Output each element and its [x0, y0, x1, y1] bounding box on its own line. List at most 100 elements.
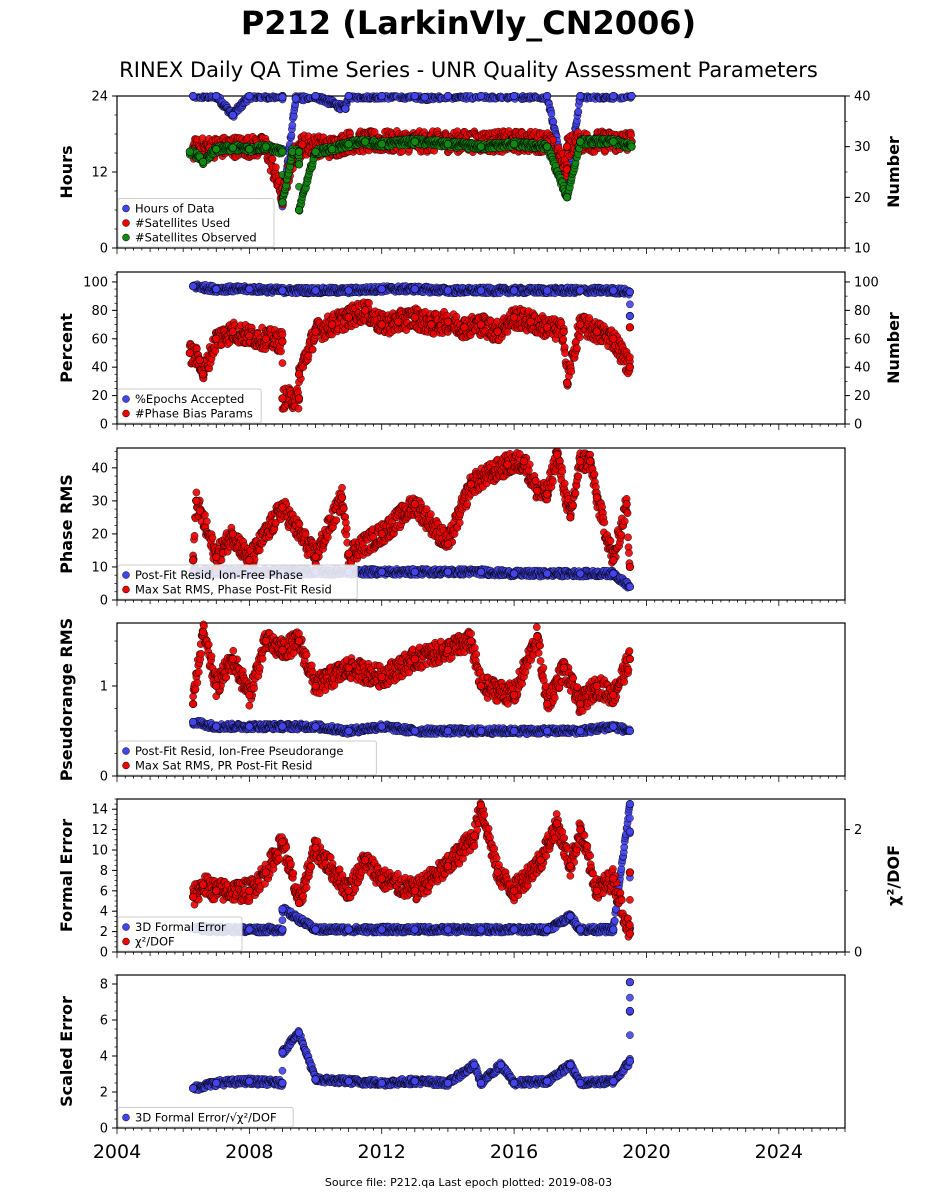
legend-label: %Epochs Accepted: [135, 392, 244, 406]
data-point: [327, 145, 337, 154]
data-point: [561, 349, 569, 357]
data-point: [228, 327, 237, 336]
data-point: [420, 93, 429, 102]
data-point: [410, 92, 419, 101]
data-point: [625, 323, 635, 332]
data-point: [576, 92, 585, 101]
y-right-tick-label: 0: [854, 418, 862, 433]
data-point: [344, 140, 353, 149]
y-right-tick-label: 40: [854, 361, 871, 376]
data-point: [261, 334, 271, 343]
data-point: [609, 286, 618, 295]
data-point: [627, 131, 635, 139]
data-point: [212, 92, 221, 101]
data-point: [304, 351, 313, 360]
data-point: [509, 92, 519, 101]
data-point: [278, 93, 287, 102]
data-point: [410, 284, 419, 294]
y-right-axis-label: Number: [884, 136, 903, 208]
data-point: [341, 104, 350, 113]
y-right-tick-label: 80: [854, 304, 871, 319]
data-point: [228, 143, 237, 152]
data-point: [476, 142, 486, 151]
legend: %Epochs Accepted#Phase Bias Params: [117, 388, 262, 424]
y-tick-label: 40: [91, 361, 108, 376]
data-point: [559, 327, 568, 336]
data-point: [625, 311, 635, 321]
y-right-tick-label: 20: [854, 191, 871, 206]
data-point: [394, 317, 403, 326]
legend-marker: [122, 409, 130, 418]
data-point: [212, 145, 221, 154]
y-right-axis-label: Number: [884, 312, 903, 384]
data-points: [185, 92, 636, 215]
data-point: [294, 394, 304, 403]
y-axis-label: Hours: [57, 145, 76, 198]
data-point: [543, 286, 552, 295]
data-point: [427, 320, 436, 329]
y-right-tick-label: 40: [854, 90, 871, 105]
y-right-tick-label: 60: [854, 332, 871, 347]
data-point: [198, 157, 208, 166]
y-tick-label: 100: [83, 275, 108, 290]
legend-label: Hours of Data: [135, 202, 215, 216]
data-point: [189, 282, 198, 291]
y-right-tick-label: 100: [854, 275, 879, 290]
data-point: [245, 331, 254, 341]
data-point: [245, 92, 254, 101]
data-point: [377, 320, 386, 329]
data-point: [185, 348, 194, 358]
data-point: [562, 142, 572, 151]
data-point: [344, 92, 353, 101]
data-point: [308, 345, 317, 354]
legend-marker: [122, 233, 130, 242]
data-point: [261, 142, 271, 151]
legend-label: #Phase Bias Params: [135, 407, 253, 421]
data-point: [311, 327, 320, 336]
panel-1: Hours of Data#Satellites Used#Satellites…: [112, 92, 850, 254]
data-point: [278, 394, 287, 403]
data-point: [573, 344, 581, 353]
data-point: [543, 323, 552, 332]
legend: Hours of Data#Satellites Used#Satellites…: [117, 198, 275, 248]
data-point: [377, 92, 386, 101]
data-point: [574, 107, 583, 116]
data-point: [195, 355, 204, 365]
data-point: [410, 137, 419, 146]
data-point: [365, 299, 373, 307]
data-point: [344, 286, 353, 295]
data-point: [625, 363, 635, 372]
data-point: [377, 284, 386, 294]
data-point: [277, 347, 285, 356]
data-point: [443, 92, 453, 101]
data-point: [294, 160, 304, 169]
data-point: [278, 147, 287, 156]
data-point: [443, 317, 453, 326]
data-point: [278, 198, 287, 207]
data-point: [626, 300, 634, 309]
legend-label: #Satellites Used: [135, 216, 230, 230]
data-point: [298, 140, 307, 149]
data-point: [609, 334, 618, 343]
data-point: [377, 140, 386, 149]
data-point: [198, 370, 208, 379]
y-right-tick-label: 20: [854, 389, 871, 404]
data-point: [625, 287, 635, 296]
data-point: [509, 140, 519, 149]
data-point: [291, 94, 300, 103]
data-point: [288, 121, 297, 130]
data-point: [562, 193, 572, 202]
data-point: [294, 404, 303, 413]
data-point: [370, 128, 379, 136]
data-point: [585, 314, 594, 322]
data-point: [476, 320, 486, 329]
legend-label: #Satellites Observed: [135, 231, 257, 245]
data-point: [361, 137, 370, 146]
data-point: [476, 286, 486, 295]
y-tick-label: 0: [100, 242, 108, 257]
data-point: [294, 370, 304, 379]
legend-marker: [122, 395, 130, 403]
data-point: [311, 147, 320, 156]
